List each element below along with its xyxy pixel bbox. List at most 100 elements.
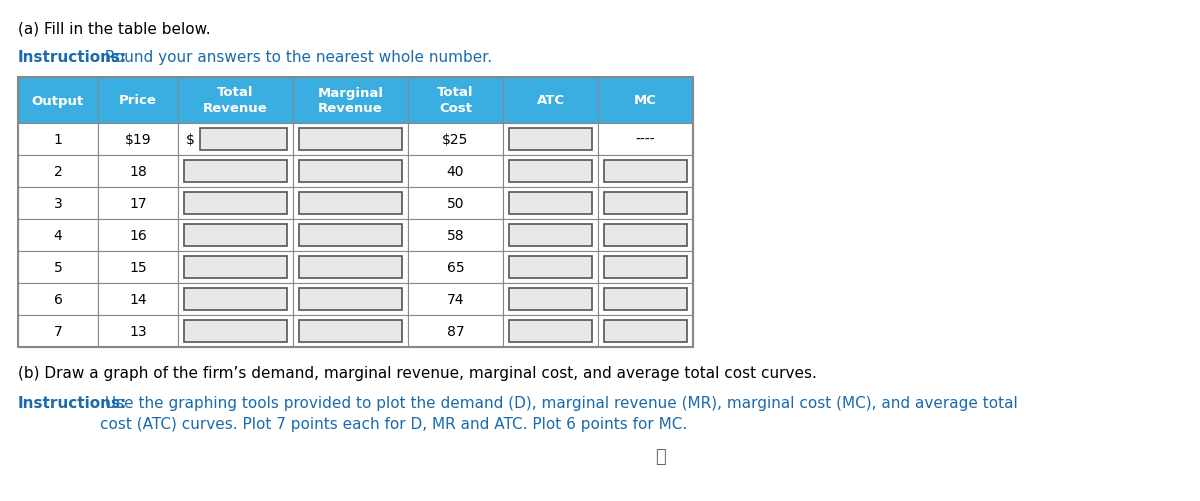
Bar xyxy=(604,289,686,311)
Text: (b) Draw a graph of the firm’s demand, marginal revenue, marginal cost, and aver: (b) Draw a graph of the firm’s demand, m… xyxy=(18,365,817,380)
Bar xyxy=(604,257,686,279)
Bar xyxy=(299,224,402,246)
Bar xyxy=(604,224,686,246)
Text: $19: $19 xyxy=(125,133,151,147)
Bar xyxy=(18,252,98,284)
Bar xyxy=(299,289,402,311)
Bar xyxy=(299,257,402,279)
Bar xyxy=(293,156,408,188)
Bar xyxy=(293,252,408,284)
Bar xyxy=(293,219,408,252)
Bar xyxy=(503,156,598,188)
Bar xyxy=(184,320,287,342)
Text: $25: $25 xyxy=(443,133,469,147)
Bar xyxy=(598,284,694,315)
Bar xyxy=(299,192,402,214)
Bar xyxy=(178,124,293,156)
Bar xyxy=(184,224,287,246)
Bar xyxy=(98,156,178,188)
Bar xyxy=(509,257,592,279)
Bar xyxy=(509,320,592,342)
Text: 87: 87 xyxy=(446,324,464,338)
Text: 6: 6 xyxy=(54,293,62,307)
Text: Output: Output xyxy=(32,94,84,107)
Bar xyxy=(293,315,408,347)
Bar xyxy=(503,78,598,124)
Text: Round your answers to the nearest whole number.: Round your answers to the nearest whole … xyxy=(100,50,492,65)
Bar xyxy=(18,188,98,219)
Bar xyxy=(299,320,402,342)
Text: Total
Revenue: Total Revenue xyxy=(203,86,268,115)
Bar xyxy=(293,78,408,124)
Bar xyxy=(503,315,598,347)
Text: 14: 14 xyxy=(130,293,146,307)
Bar xyxy=(293,284,408,315)
Text: 74: 74 xyxy=(446,293,464,307)
Bar xyxy=(598,78,694,124)
Text: Instructions:: Instructions: xyxy=(18,395,127,410)
Bar xyxy=(178,315,293,347)
Bar xyxy=(408,124,503,156)
Bar xyxy=(178,284,293,315)
Text: Instructions:: Instructions: xyxy=(18,50,127,65)
Bar xyxy=(18,219,98,252)
Bar xyxy=(18,78,98,124)
Text: MC: MC xyxy=(634,94,656,107)
Bar xyxy=(509,224,592,246)
Bar xyxy=(509,192,592,214)
Text: Price: Price xyxy=(119,94,157,107)
Bar xyxy=(408,156,503,188)
Bar xyxy=(98,78,178,124)
Bar xyxy=(293,188,408,219)
Bar xyxy=(299,161,402,183)
Text: Total
Cost: Total Cost xyxy=(437,86,474,115)
Bar xyxy=(503,284,598,315)
Bar xyxy=(503,124,598,156)
Bar xyxy=(299,129,402,151)
Bar xyxy=(18,156,98,188)
Bar xyxy=(178,252,293,284)
Text: 17: 17 xyxy=(130,196,146,210)
Bar xyxy=(98,219,178,252)
Bar xyxy=(598,252,694,284)
Bar xyxy=(598,315,694,347)
Text: 65: 65 xyxy=(446,261,464,275)
Bar xyxy=(509,289,592,311)
Text: 4: 4 xyxy=(54,228,62,242)
Bar xyxy=(598,124,694,156)
Bar xyxy=(408,252,503,284)
Text: 58: 58 xyxy=(446,228,464,242)
Bar xyxy=(98,315,178,347)
Bar xyxy=(18,124,98,156)
Bar xyxy=(98,188,178,219)
Text: 2: 2 xyxy=(54,165,62,179)
Text: Use the graphing tools provided to plot the demand (D), marginal revenue (MR), m: Use the graphing tools provided to plot … xyxy=(100,395,1018,431)
Text: 5: 5 xyxy=(54,261,62,275)
Text: 13: 13 xyxy=(130,324,146,338)
Bar xyxy=(408,284,503,315)
Text: 3: 3 xyxy=(54,196,62,210)
Bar xyxy=(503,252,598,284)
Bar xyxy=(503,188,598,219)
Bar xyxy=(184,192,287,214)
Text: 18: 18 xyxy=(130,165,146,179)
Bar xyxy=(184,161,287,183)
Bar xyxy=(18,315,98,347)
Bar xyxy=(98,252,178,284)
Bar xyxy=(18,78,694,347)
Bar xyxy=(598,219,694,252)
Bar xyxy=(509,161,592,183)
Bar xyxy=(178,219,293,252)
Bar xyxy=(18,284,98,315)
Text: ATC: ATC xyxy=(536,94,564,107)
Text: $: $ xyxy=(186,133,194,147)
Text: 15: 15 xyxy=(130,261,146,275)
Text: 7: 7 xyxy=(54,324,62,338)
Bar xyxy=(98,284,178,315)
Bar xyxy=(604,192,686,214)
Bar xyxy=(408,315,503,347)
Text: (a) Fill in the table below.: (a) Fill in the table below. xyxy=(18,22,211,37)
Bar xyxy=(98,124,178,156)
Text: ⓘ: ⓘ xyxy=(655,447,665,465)
Bar xyxy=(178,188,293,219)
